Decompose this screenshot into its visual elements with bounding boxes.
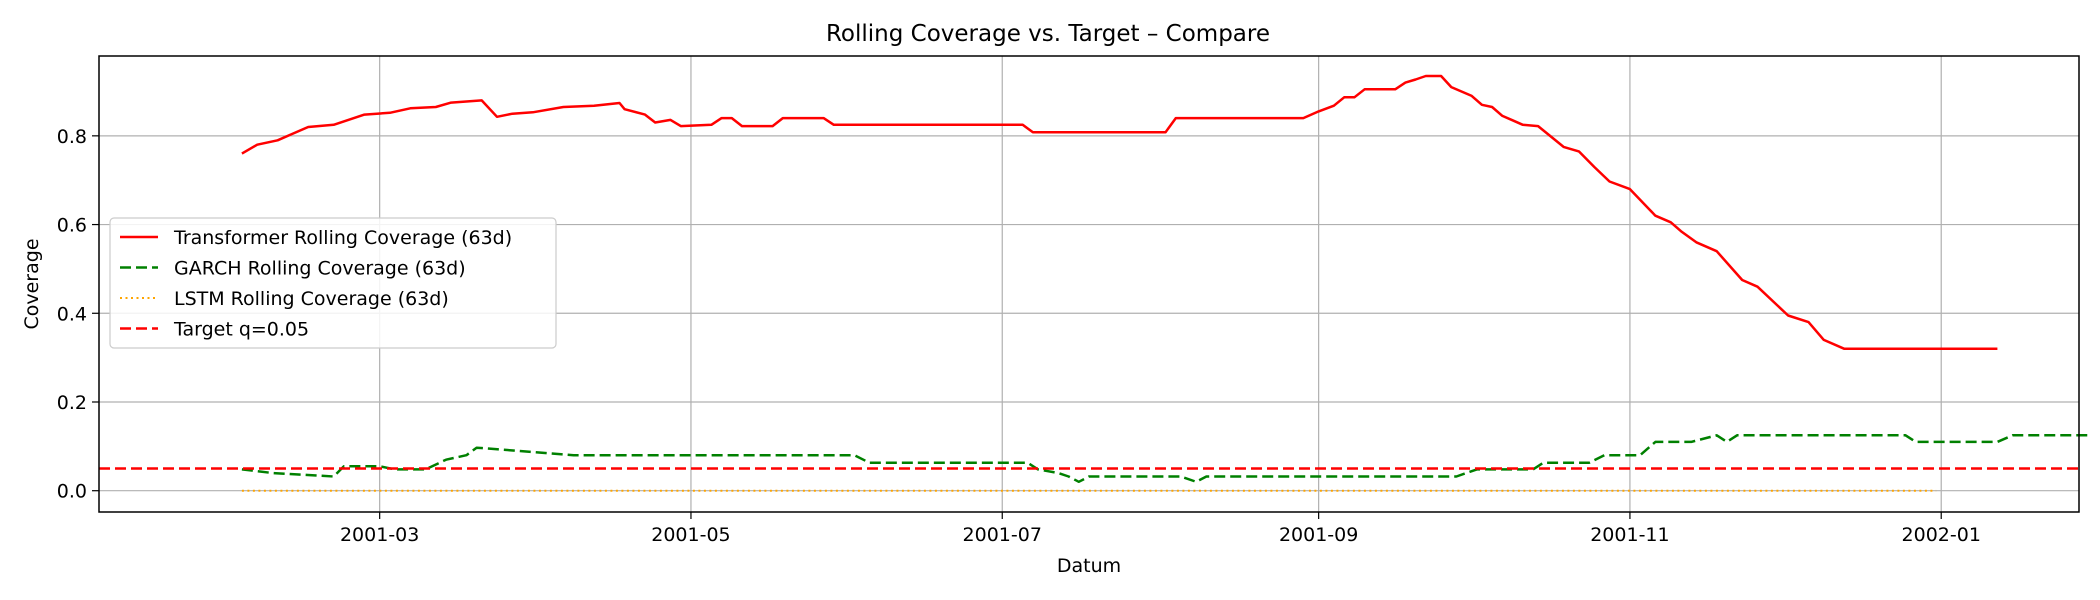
y-axis: 0.0 0.2 0.4 0.6 0.8 <box>57 126 99 503</box>
legend-box <box>109 217 557 349</box>
y-tick-label: 0.8 <box>57 126 87 148</box>
series-line-garch-rolling-coverage-63d <box>241 434 2090 484</box>
y-tick-label: 0.2 <box>57 392 87 414</box>
x-axis-label: Datum <box>1057 555 1121 577</box>
x-tick-label: 2001-07 <box>963 524 1042 546</box>
x-axis: 2001-03 2001-05 2001-07 2001-09 2001-11 2002-… <box>340 512 1981 546</box>
y-tick-label: 0.6 <box>57 215 87 237</box>
series-line-transformer-rolling-coverage-63d <box>241 74 1998 351</box>
plot-frame <box>98 55 2080 513</box>
legend: Transformer Rolling Coverage (63d) GARCH … <box>109 217 557 349</box>
chart-title: Rolling Coverage vs. Target – Compare <box>826 21 1270 47</box>
x-tick-label: 2001-11 <box>1590 524 1669 546</box>
legend-label: LSTM Rolling Coverage (63d) <box>174 288 449 310</box>
legend-label: Target q=0.05 <box>173 319 309 341</box>
legend-label: GARCH Rolling Coverage (63d) <box>174 258 466 280</box>
x-tick-label: 2001-03 <box>340 524 419 546</box>
y-tick-label: 0.4 <box>57 303 87 325</box>
y-axis-label: Coverage <box>21 238 43 329</box>
legend-label: Transformer Rolling Coverage (63d) <box>173 227 512 249</box>
x-tick-label: 2002-01 <box>1902 524 1981 546</box>
x-tick-label: 2001-05 <box>651 524 730 546</box>
series-layer <box>99 74 2090 492</box>
y-tick-label: 0.0 <box>57 481 87 503</box>
x-tick-label: 2001-09 <box>1279 524 1358 546</box>
